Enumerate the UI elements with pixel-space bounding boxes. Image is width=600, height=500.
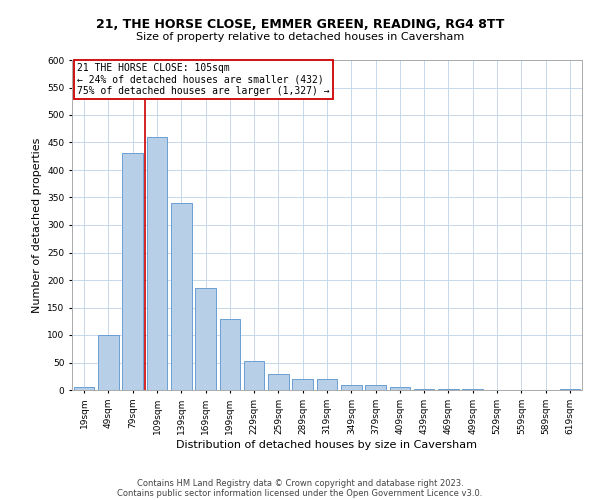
- Bar: [220, 318, 240, 390]
- Bar: [98, 335, 119, 390]
- Bar: [244, 362, 265, 390]
- X-axis label: Distribution of detached houses by size in Caversham: Distribution of detached houses by size …: [176, 440, 478, 450]
- Bar: [389, 387, 410, 390]
- Bar: [74, 386, 94, 390]
- Bar: [122, 154, 143, 390]
- Bar: [268, 374, 289, 390]
- Bar: [341, 384, 362, 390]
- Bar: [195, 288, 216, 390]
- Bar: [171, 203, 191, 390]
- Y-axis label: Number of detached properties: Number of detached properties: [32, 138, 41, 312]
- Bar: [317, 379, 337, 390]
- Text: Contains public sector information licensed under the Open Government Licence v3: Contains public sector information licen…: [118, 488, 482, 498]
- Bar: [292, 379, 313, 390]
- Text: 21 THE HORSE CLOSE: 105sqm
← 24% of detached houses are smaller (432)
75% of det: 21 THE HORSE CLOSE: 105sqm ← 24% of deta…: [77, 64, 330, 96]
- Bar: [365, 384, 386, 390]
- Text: 21, THE HORSE CLOSE, EMMER GREEN, READING, RG4 8TT: 21, THE HORSE CLOSE, EMMER GREEN, READIN…: [96, 18, 504, 30]
- Bar: [414, 389, 434, 390]
- Text: Size of property relative to detached houses in Caversham: Size of property relative to detached ho…: [136, 32, 464, 42]
- Bar: [146, 137, 167, 390]
- Text: Contains HM Land Registry data © Crown copyright and database right 2023.: Contains HM Land Registry data © Crown c…: [137, 478, 463, 488]
